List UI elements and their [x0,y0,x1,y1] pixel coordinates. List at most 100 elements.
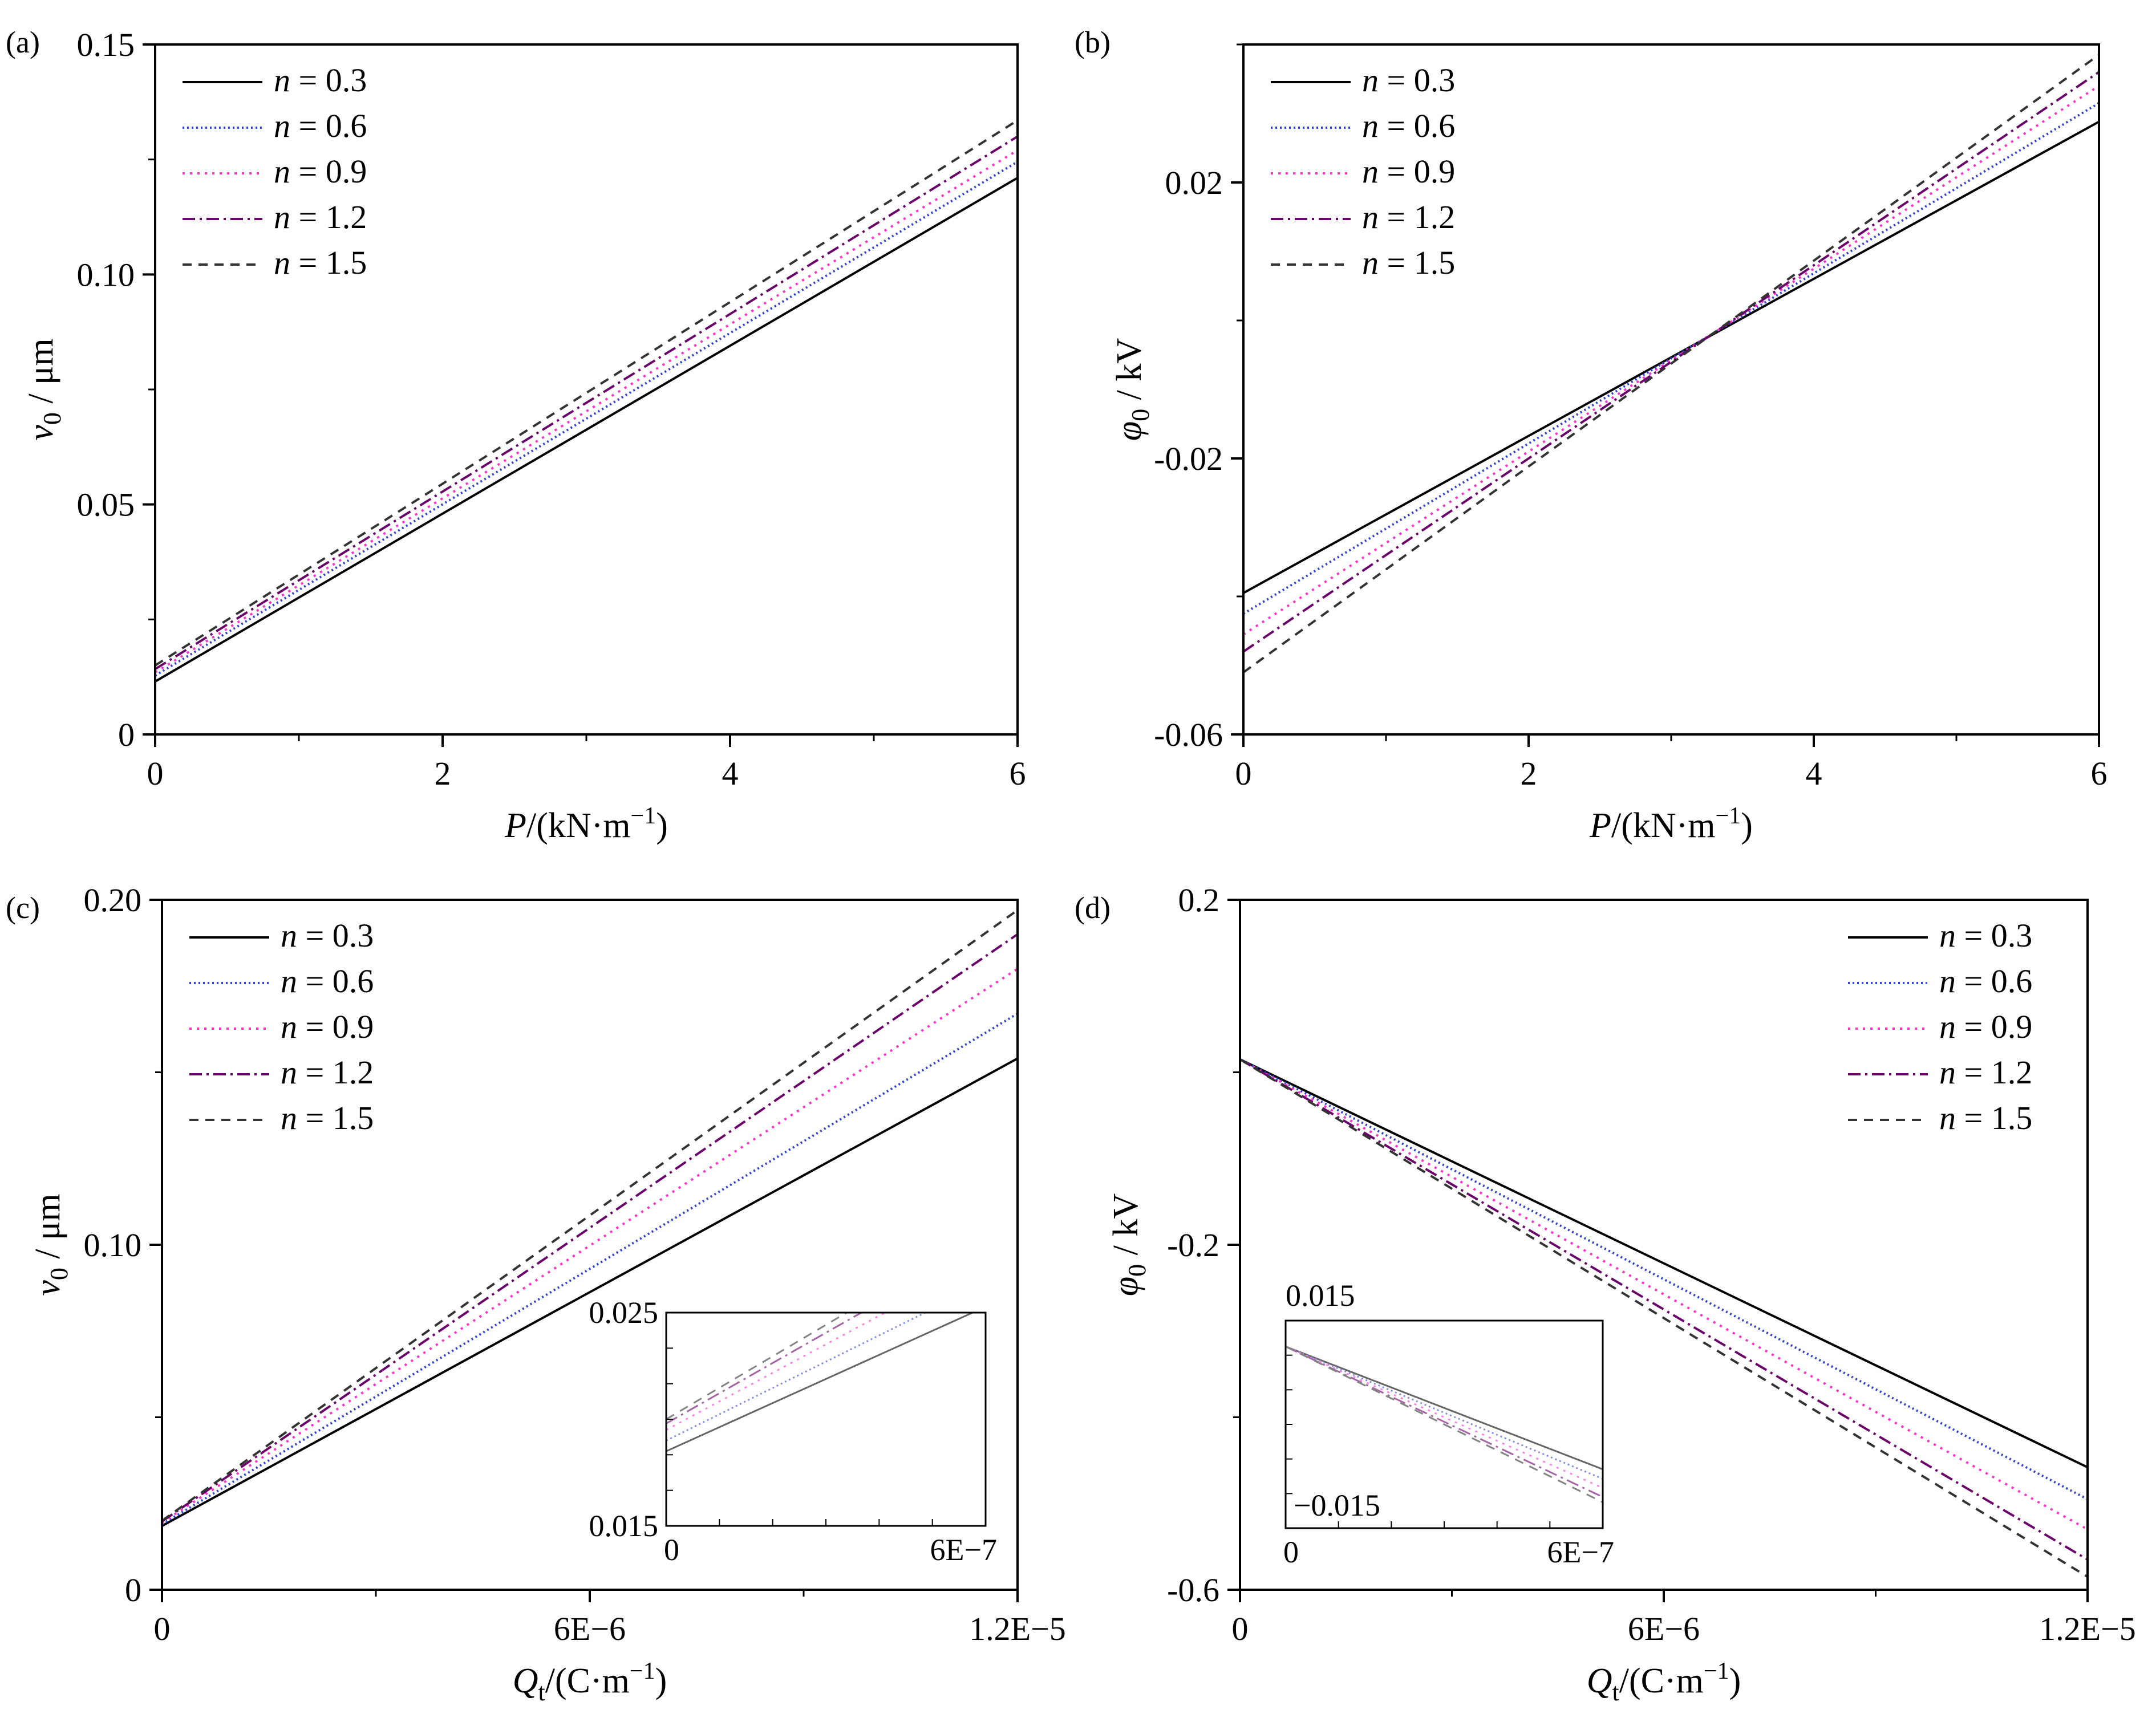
panel-label: (c) [6,891,40,925]
inset-x-tick-label: 0 [1283,1535,1299,1569]
legend-label: n = 1.5 [1362,244,1455,281]
legend-label: n = 0.6 [1939,963,2032,1000]
series-line-1.2 [1240,1058,2088,1561]
inset-x-tick-label: 6E−7 [1547,1535,1614,1569]
inset-series-line [666,1313,887,1431]
series-line-0.6 [1243,102,2099,615]
legend-label: n = 1.5 [1939,1099,2032,1136]
series-line-0.9 [155,149,1018,673]
x-tick-label: 0 [1235,755,1252,792]
y-axis-label: v0 / μm [22,338,66,440]
inset-y-tick-label: 0.025 [589,1296,659,1330]
series-lines [162,909,1018,1527]
inset-series-line [666,1313,927,1441]
series-line-0.3 [1240,1058,2088,1469]
x-tick-label: 1.2E−5 [969,1610,1066,1647]
series-line-0.3 [155,177,1018,683]
x-tick-label: 1.2E−5 [2039,1610,2136,1647]
panel-label: (a) [6,25,40,59]
y-tick-label: 0.02 [1165,164,1223,201]
y-tick-label: -0.2 [1167,1227,1219,1264]
y-tick-label: 0 [118,716,135,753]
series-line-1.5 [1240,1058,2088,1578]
panel-b: (b) 0 2 4 6 -0.06 -0.02 0.02 P/(kN·m−1) φ0 / kV n … [1075,25,2108,845]
legend-label: n = 1.2 [281,1054,374,1091]
y-tick-label: -0.6 [1167,1571,1219,1609]
x-tick-label: 6E−6 [554,1610,626,1647]
panel-a: (a) 0 2 4 6 0 0.05 0.10 0.15 P/(kN·m−1) v0 / μm n =… [6,25,1026,845]
x-tick-label: 0 [1232,1610,1249,1647]
inset-series-line [1286,1346,1603,1498]
x-tick-label: 0 [154,1610,171,1647]
series-lines [155,119,1018,683]
legend-label: n = 0.9 [1939,1008,2032,1045]
y-axis-label: v0 / μm [29,1193,73,1296]
inset-series-line [1286,1346,1603,1489]
x-tick-label: 4 [1806,755,1822,792]
legend-label: n = 0.6 [281,963,374,1000]
series-line-1.2 [155,135,1018,671]
x-tick-label: 2 [1521,755,1537,792]
inset-x-tick-label: 0 [664,1533,679,1567]
x-axis-label: P/(kN·m−1) [1589,803,1753,845]
y-tick-label: 0.10 [77,256,135,293]
panel-label: (b) [1075,25,1111,59]
series-line-0.3 [162,1057,1018,1527]
x-tick-label: 0 [147,755,164,792]
y-tick-label: 0.2 [1178,882,1220,919]
legend-label: n = 0.9 [1362,153,1455,190]
inset-y-tick-label: −0.015 [1294,1488,1380,1522]
legend-label: n = 0.3 [1362,62,1455,99]
panel-label: (d) [1075,891,1111,925]
series-lines [1240,1058,2088,1578]
panel-d: (d) 0 6E−6 1.2E−5 -0.6 -0.2 0.2 Qt/(C·m−1) φ0 / … [1075,882,2136,1706]
y-axis-label: φ0 / kV [1107,1193,1151,1297]
series-line-1.2 [162,933,1018,1522]
x-axis-label: P/(kN·m−1) [504,803,668,845]
legend-label: n = 0.3 [274,62,367,99]
legend-label: n = 1.5 [274,244,367,281]
legend-label: n = 0.3 [281,917,374,954]
x-tick-label: 2 [435,755,451,792]
x-tick-label: 6 [1010,755,1026,792]
series-lines [1243,54,2099,673]
y-tick-label: 0 [125,1571,141,1609]
series-line-0.6 [155,160,1018,677]
legend-label: n = 1.5 [281,1099,374,1136]
series-line-1.5 [155,119,1018,667]
y-tick-label: 0.15 [77,26,135,63]
inset-y-tick-label: 0.015 [1286,1278,1355,1313]
series-line-0.9 [1243,84,2099,636]
y-axis-label: φ0 / kV [1110,338,1154,441]
inset-series-line [666,1313,975,1452]
legend-label: n = 0.6 [274,107,367,144]
inset: 0 6E−7 0.015 0.025 [589,1296,998,1567]
legend-label: n = 0.9 [274,153,367,190]
y-tick-label: -0.02 [1154,440,1223,477]
y-tick-label: 0.05 [77,486,135,523]
inset-series-line [1286,1346,1603,1471]
inset-x-tick-label: 6E−7 [930,1533,997,1567]
series-line-1.5 [1243,54,2099,673]
inset-y-tick-label: 0.015 [589,1509,659,1543]
legend-label: n = 0.9 [281,1008,374,1045]
y-tick-label: 0.20 [84,882,142,919]
inset: 0 6E−7 0.015 −0.015 [1283,1278,1614,1569]
y-tick-label: -0.06 [1154,716,1223,753]
legend-label: n = 0.6 [1362,107,1455,144]
x-axis-label: Qt/(C·m−1) [513,1658,667,1706]
legend-label: n = 1.2 [1939,1054,2032,1091]
panel-c: (c) 0 6E−6 1.2E−5 0 0.10 0.20 Qt/(C·m−1) v0 / μm… [6,882,1066,1706]
y-tick-label: 0.10 [84,1227,142,1264]
series-line-1.2 [1243,71,2099,653]
inset-series-line [1286,1346,1603,1503]
x-tick-label: 4 [722,755,739,792]
x-tick-label: 6E−6 [1628,1610,1700,1647]
x-tick-label: 6 [2091,755,2108,792]
legend-label: n = 1.2 [274,198,367,235]
legend-label: n = 0.3 [1939,917,2032,954]
x-axis-label: Qt/(C·m−1) [1587,1658,1741,1706]
plot-frame [154,43,1019,736]
